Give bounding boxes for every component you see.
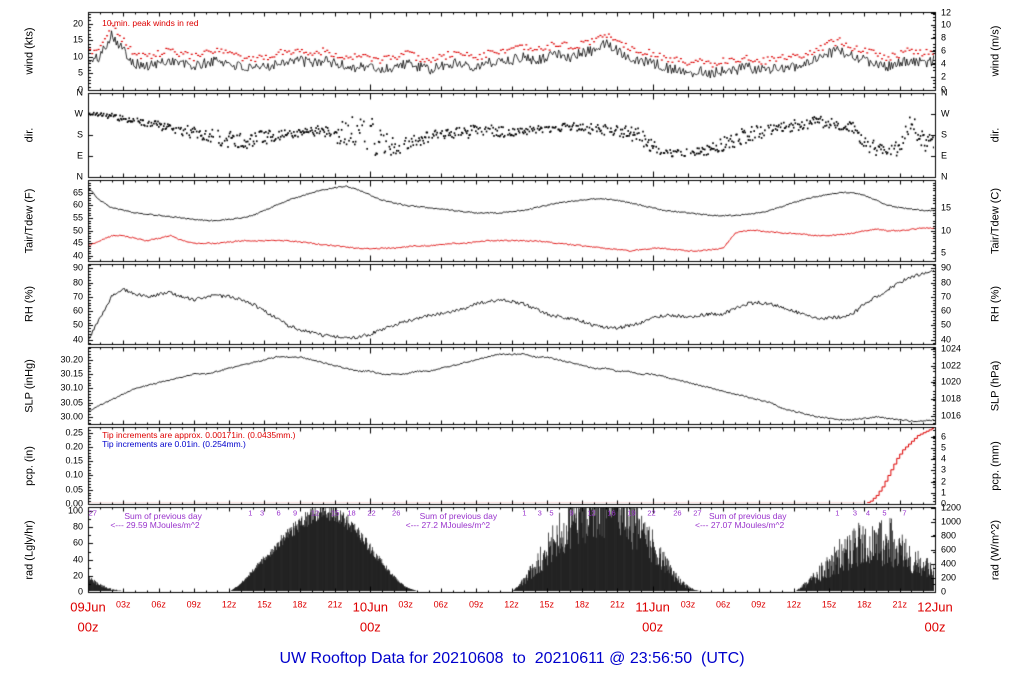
chart-title: UW Rooftop Data for 20210608 to 20210611… xyxy=(279,650,745,667)
